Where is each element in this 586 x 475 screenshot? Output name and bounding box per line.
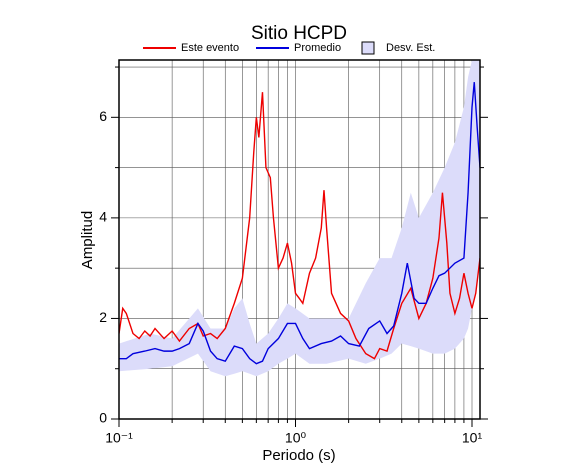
legend-label: Promedio <box>294 42 341 54</box>
plot-frame <box>118 59 481 420</box>
plot-area <box>119 60 480 377</box>
series-line <box>119 82 480 365</box>
y-tick-label: 4 <box>99 209 107 225</box>
std-band <box>119 60 480 377</box>
legend-label: Desv. Est. <box>386 42 435 54</box>
y-tick-label: 0 <box>99 410 107 426</box>
chart-title: Sitio HCPD <box>251 23 347 44</box>
x-axis-label: Periodo (s) <box>262 447 335 464</box>
y-tick-label: 6 <box>99 108 107 124</box>
legend-swatch <box>361 41 375 55</box>
x-tick-label: 10⁰ <box>285 430 307 446</box>
series-line <box>119 92 480 360</box>
x-tick-label: 10¹ <box>462 430 483 446</box>
y-tick-label: 2 <box>99 309 107 325</box>
y-axis-label: Amplitud <box>79 211 96 269</box>
legend-label: Este evento <box>181 42 239 54</box>
x-tick-label: 10⁻¹ <box>105 430 133 446</box>
